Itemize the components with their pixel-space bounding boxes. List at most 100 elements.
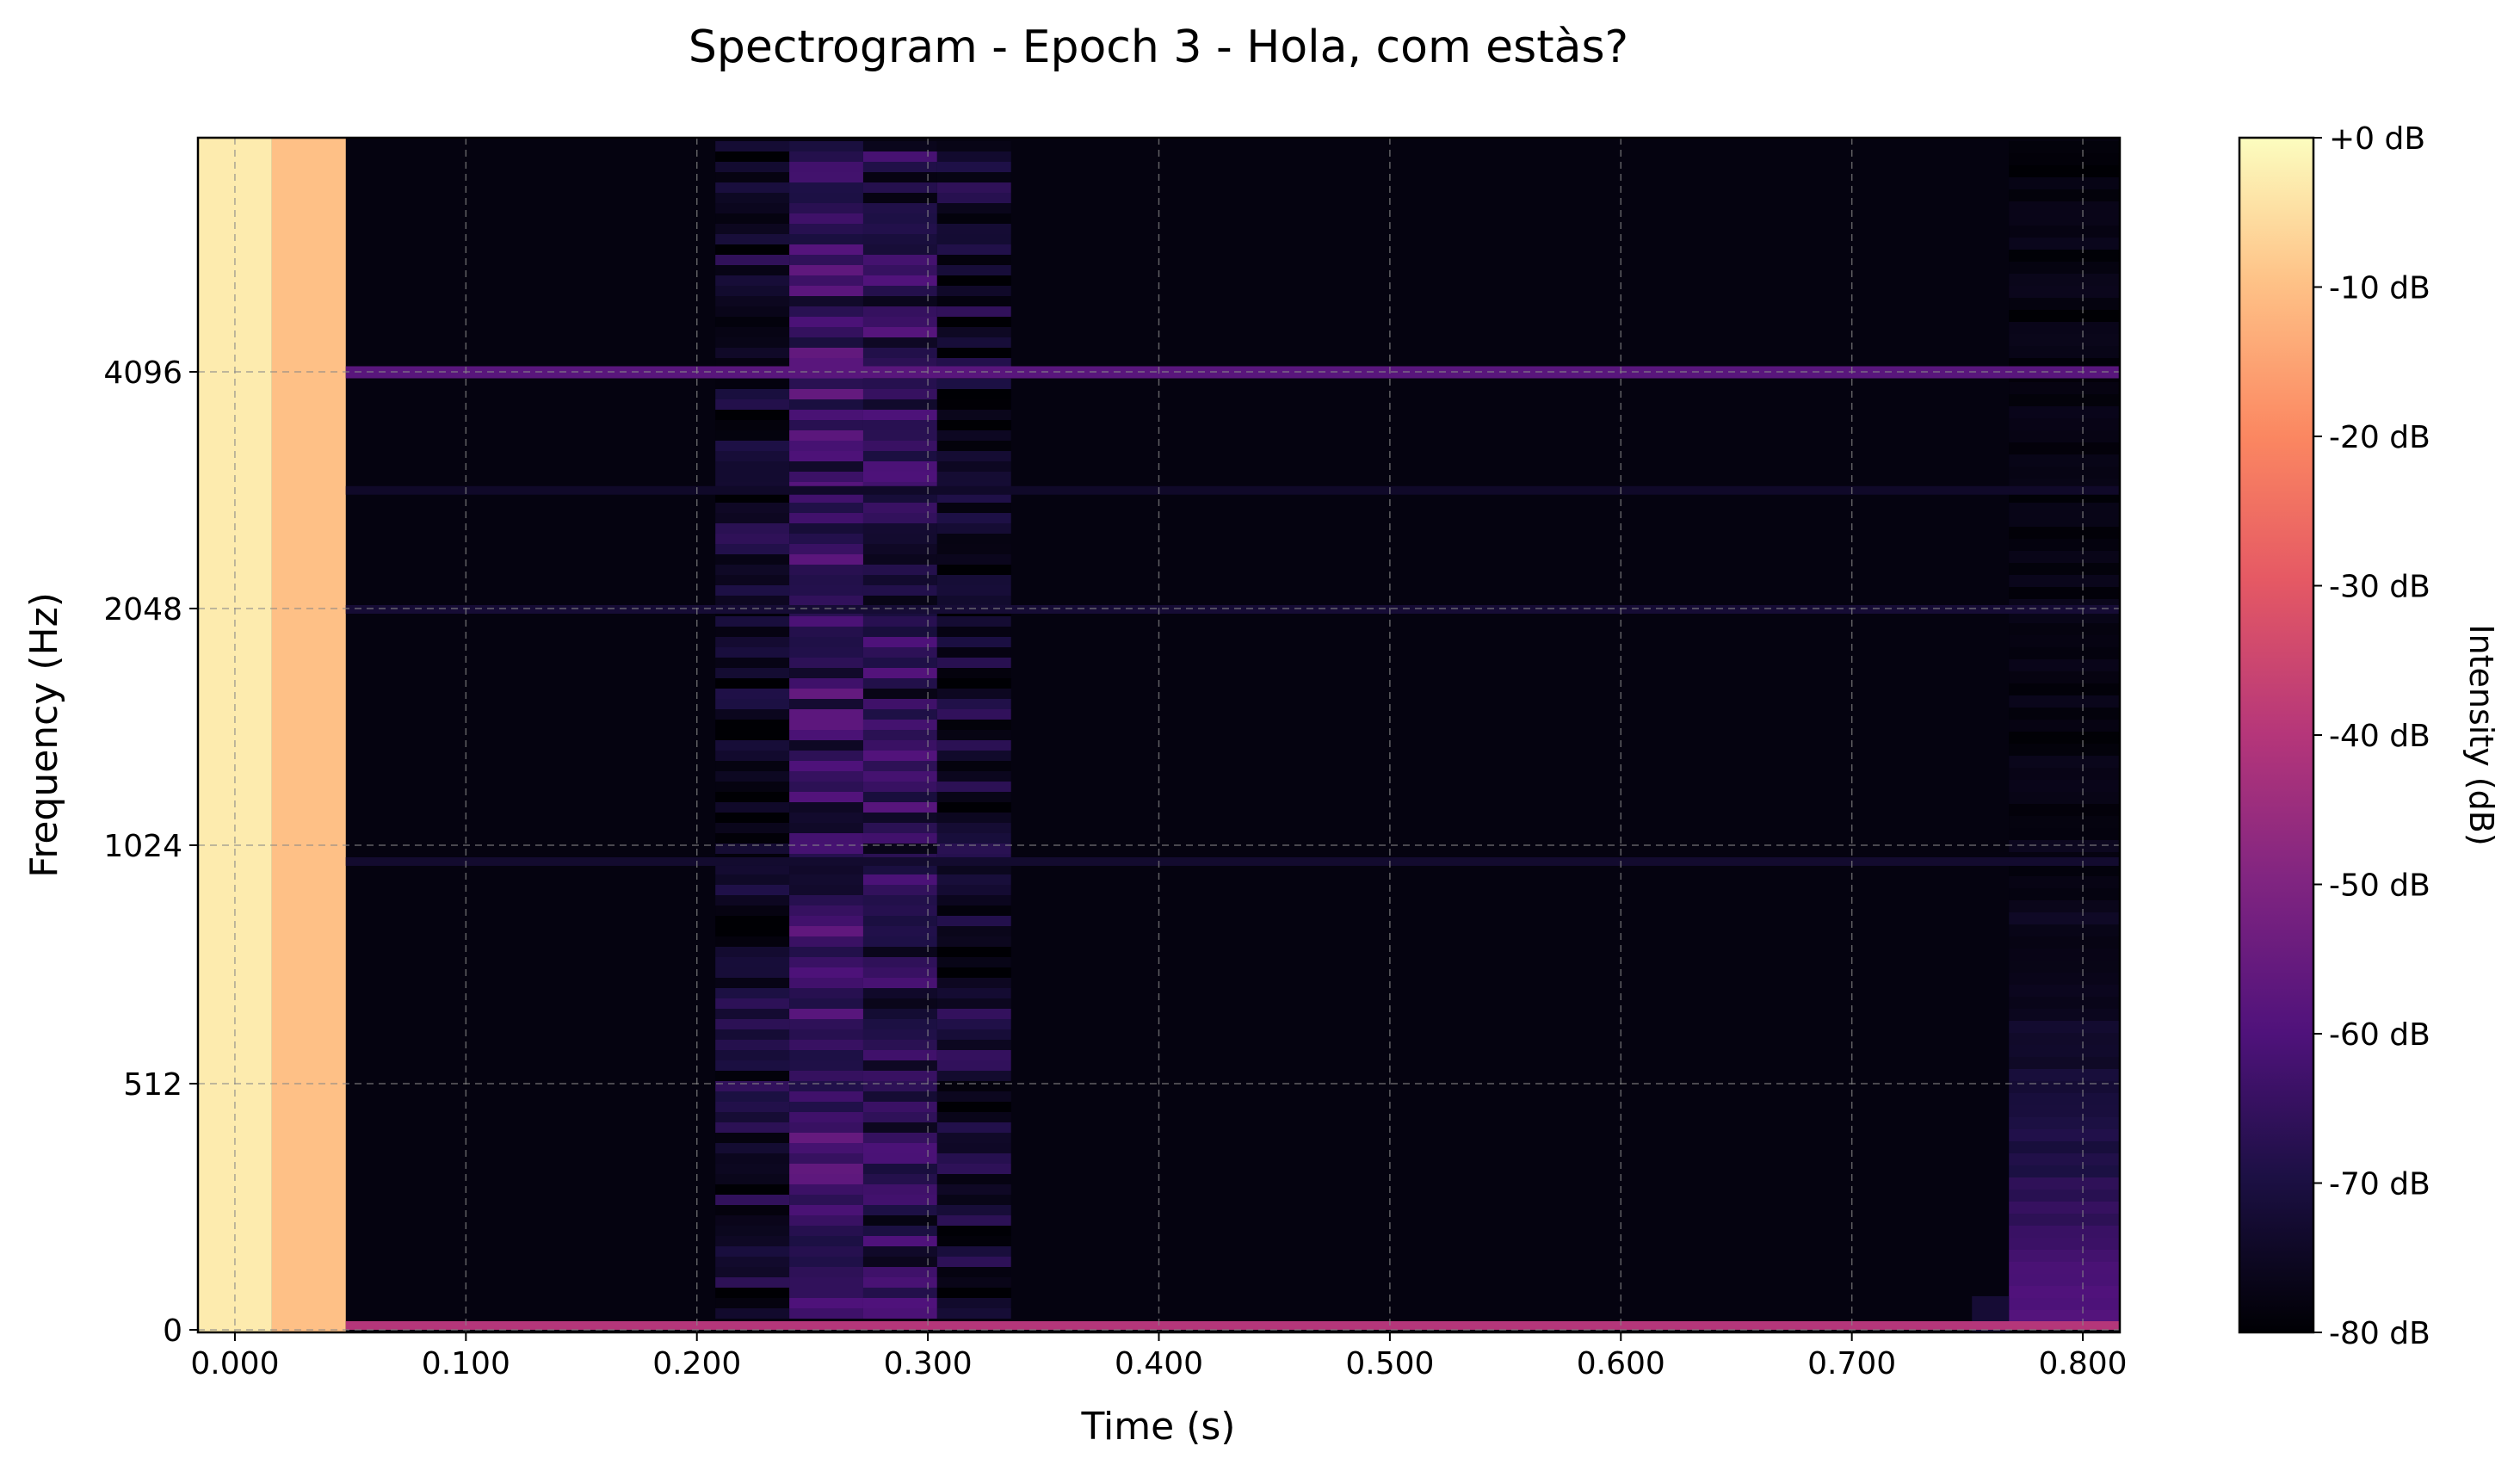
heatmap-cell xyxy=(936,1133,1011,1143)
heatmap-cell xyxy=(2009,985,2120,997)
heatmap-cell xyxy=(862,1288,937,1298)
heatmap-cell xyxy=(862,337,937,348)
heatmap-cell xyxy=(862,616,937,627)
heatmap-cell xyxy=(789,203,863,213)
heatmap-cell xyxy=(715,1277,790,1288)
heatmap-cell xyxy=(789,905,863,916)
heatmap-cell xyxy=(789,534,863,544)
heatmap-cell xyxy=(715,792,790,802)
heatmap-cell xyxy=(936,699,1011,709)
heatmap-cell xyxy=(715,389,790,399)
heatmap-cell xyxy=(862,782,937,792)
heatmap-cell xyxy=(2009,876,2120,888)
heatmap-cell xyxy=(2009,250,2120,262)
heatmap-cell xyxy=(862,802,937,813)
heatmap-cell xyxy=(862,523,937,534)
heatmap-cell xyxy=(862,844,937,854)
heatmap-cell xyxy=(715,957,790,967)
heatmap-cell xyxy=(789,926,863,936)
heatmap-cell xyxy=(936,596,1011,606)
heatmap-cell xyxy=(862,358,937,368)
heatmap-cell xyxy=(2009,1177,2120,1190)
heatmap-cell xyxy=(862,410,937,420)
heatmap-cell xyxy=(862,1236,937,1246)
heatmap-cell xyxy=(936,689,1011,699)
heatmap-cell xyxy=(936,575,1011,585)
heatmap-cell xyxy=(789,1215,863,1226)
heatmap-cell xyxy=(715,513,790,523)
heatmap-cell xyxy=(2009,1262,2120,1274)
heatmap-cell xyxy=(2009,262,2120,274)
heatmap-cell xyxy=(789,596,863,606)
heatmap-cell xyxy=(862,689,937,699)
heatmap-cell xyxy=(936,1029,1011,1040)
heatmap-cell xyxy=(2009,1045,2120,1057)
heatmap-cell xyxy=(2009,1057,2120,1069)
heatmap-cell xyxy=(936,503,1011,513)
heatmap-cell xyxy=(715,967,790,978)
heatmap-cell xyxy=(936,141,1011,151)
heatmap-cell xyxy=(715,193,790,203)
heatmap-cell xyxy=(715,1308,790,1319)
heatmap-cell xyxy=(2009,515,2120,527)
heatmap-cell xyxy=(715,813,790,823)
heatmap-cell xyxy=(715,1009,790,1019)
heatmap-cell xyxy=(936,565,1011,575)
heatmap-cell xyxy=(715,823,790,833)
heatmap-cell xyxy=(936,399,1011,410)
heatmap-cell xyxy=(2009,1226,2120,1238)
heatmap-cell xyxy=(2009,623,2120,635)
heatmap-cell xyxy=(789,957,863,967)
heatmap-cell xyxy=(936,1257,1011,1267)
heatmap-cell xyxy=(862,1246,937,1257)
heatmap-cell xyxy=(862,947,937,957)
heatmap-cell xyxy=(715,172,790,182)
heatmap-cell xyxy=(936,720,1011,730)
chart-title: Spectrogram - Epoch 3 - Hola, com estàs? xyxy=(689,22,1628,73)
heatmap-cell xyxy=(862,296,937,306)
heatmap-cell xyxy=(2009,177,2120,189)
heatmap-cell xyxy=(2009,274,2120,286)
heatmap-cell xyxy=(936,348,1011,358)
heatmap-cell xyxy=(2009,997,2120,1009)
heatmap-cell xyxy=(862,234,937,244)
heatmap-cell xyxy=(789,792,863,802)
heatmap-cell xyxy=(789,936,863,947)
heatmap-cell xyxy=(936,1298,1011,1308)
heatmap-cell xyxy=(862,1112,937,1122)
heatmap-cell xyxy=(715,234,790,244)
heatmap-cell xyxy=(2009,611,2120,623)
heatmap-cell xyxy=(2009,201,2120,213)
heatmap-cell xyxy=(789,1246,863,1257)
y-tick-label: 512 xyxy=(123,1067,182,1103)
heatmap-cell xyxy=(936,172,1011,182)
heatmap-cell xyxy=(862,565,937,575)
heatmap-cell xyxy=(715,585,790,596)
heatmap-cell xyxy=(2009,1214,2120,1226)
heatmap-cell xyxy=(789,1071,863,1081)
heatmap-cell xyxy=(715,1019,790,1029)
heatmap-cell xyxy=(936,1122,1011,1133)
heatmap-cell xyxy=(862,193,937,203)
heatmap-cell xyxy=(862,399,937,410)
heatmap-cell xyxy=(936,1195,1011,1205)
heatmap-cell xyxy=(862,1267,937,1277)
x-axis-label: Time (s) xyxy=(1081,1405,1236,1449)
heatmap-cell xyxy=(715,451,790,461)
heatmap-cell xyxy=(2009,671,2120,683)
heatmap-cell xyxy=(936,730,1011,740)
colorbar-label: Intensity (dB) xyxy=(2462,624,2500,845)
heatmap-cell xyxy=(936,203,1011,213)
heatmap-cell xyxy=(789,740,863,751)
y-tick-label: 4096 xyxy=(103,355,182,391)
heatmap-cell xyxy=(789,306,863,317)
heatmap-cell xyxy=(936,916,1011,926)
heatmap-column xyxy=(271,138,346,1332)
heatmap-cell xyxy=(936,523,1011,534)
heatmap-cell xyxy=(715,802,790,813)
heatmap-cell xyxy=(2009,1202,2120,1214)
heatmap-cell xyxy=(715,1174,790,1184)
heatmap-cell xyxy=(2009,1153,2120,1165)
tone-line xyxy=(345,485,2120,495)
